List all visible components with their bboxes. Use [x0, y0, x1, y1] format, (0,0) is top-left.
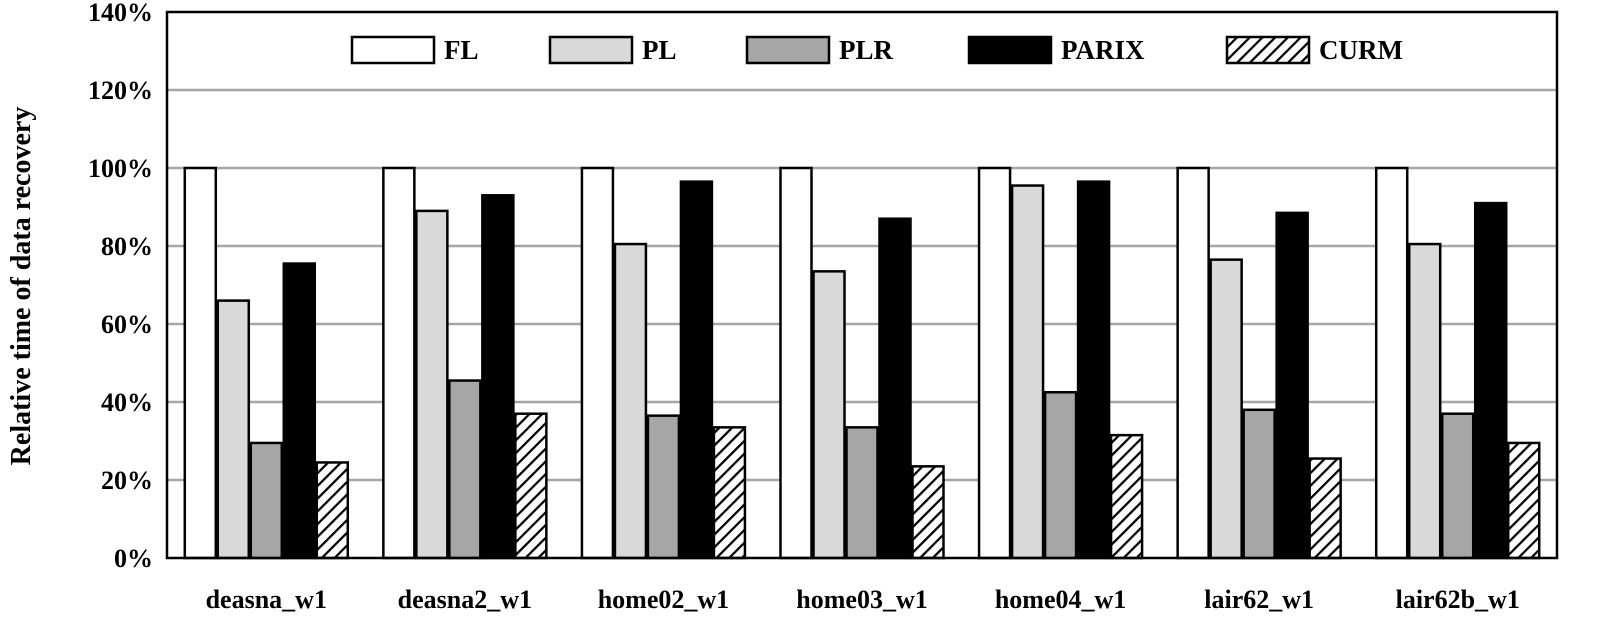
bar-curm-lair62-w1	[1308, 457, 1342, 560]
bar-parix-home03-w1	[878, 217, 912, 560]
bar-parix-lair62-w1	[1275, 211, 1309, 560]
bar-fl-lair62b-w1	[1374, 166, 1409, 560]
legend-swatch-parix	[967, 35, 1053, 65]
bar-fl-deasna2-w1	[382, 166, 416, 560]
gridlines	[167, 88, 1557, 482]
bar-plr-home04-w1	[1043, 391, 1078, 560]
y-tick-label: 80%	[101, 232, 153, 261]
y-tick-label: 20%	[101, 466, 153, 495]
bar-pl-lair62-w1	[1209, 258, 1243, 560]
bar-parix-home02-w1	[679, 180, 714, 560]
bar-plr-home03-w1	[845, 426, 879, 560]
x-tick-label: home04_w1	[995, 585, 1126, 614]
bar-curm-lair62b-w1	[1506, 441, 1541, 560]
bar-parix-deasna-w1	[282, 262, 317, 560]
bar-parix-deasna2-w1	[481, 194, 515, 560]
bar-curm-home04-w1	[1109, 433, 1144, 560]
bar-pl-lair62b-w1	[1407, 242, 1442, 560]
legend: FL PL PLR PARIX CURM	[350, 35, 1403, 65]
bar-parix-lair62b-w1	[1473, 201, 1508, 560]
bar-fl-lair62-w1	[1176, 166, 1210, 560]
bar-fl-home02-w1	[580, 166, 615, 560]
x-tick-label: home03_w1	[796, 585, 927, 614]
legend-swatch-pl	[548, 35, 634, 65]
bar-pl-deasna-w1	[216, 299, 251, 560]
x-tick-label: deasna2_w1	[398, 585, 532, 614]
bars	[183, 166, 1541, 560]
bar-curm-deasna2-w1	[514, 412, 548, 560]
bar-plr-lair62-w1	[1242, 408, 1276, 560]
x-tick-label: lair62_w1	[1204, 585, 1314, 614]
bar-curm-home03-w1	[911, 465, 945, 560]
y-tick-label: 0%	[114, 544, 153, 573]
bar-plr-deasna-w1	[249, 441, 284, 560]
y-tick-label: 60%	[101, 310, 153, 339]
legend-label-plr: PLR	[839, 35, 894, 65]
bar-pl-home04-w1	[1010, 184, 1045, 560]
bar-pl-home02-w1	[613, 242, 648, 560]
bar-pl-home03-w1	[812, 270, 846, 560]
y-tick-label: 100%	[88, 154, 153, 183]
legend-label-curm: CURM	[1319, 35, 1403, 65]
legend-label-parix: PARIX	[1061, 35, 1145, 65]
y-axis-title: Relative time of data recovery	[6, 107, 37, 466]
legend-swatch-plr	[745, 35, 831, 65]
bar-plr-deasna2-w1	[448, 379, 482, 560]
axes: 0% 20% 40% 60% 80% 100% 120% 140% deasna_w1 deasn…	[88, 0, 1559, 614]
y-tick-label: 140%	[88, 0, 153, 27]
legend-label-pl: PL	[642, 35, 677, 65]
bar-fl-deasna-w1	[183, 166, 218, 560]
y-tick-label: 120%	[88, 76, 153, 105]
bar-plr-lair62b-w1	[1440, 412, 1475, 560]
legend-swatch-fl	[350, 35, 436, 65]
bar-parix-home04-w1	[1076, 180, 1111, 560]
legend-swatch-curm	[1225, 35, 1311, 65]
x-tick-label: lair62b_w1	[1396, 585, 1520, 614]
bar-pl-deasna2-w1	[415, 209, 449, 560]
plot-frame	[165, 10, 1559, 560]
legend-label-fl: FL	[444, 35, 479, 65]
bar-fl-home03-w1	[779, 166, 813, 560]
x-tick-label: home02_w1	[598, 585, 729, 614]
bar-fl-home04-w1	[977, 166, 1012, 560]
bar-curm-deasna-w1	[315, 461, 350, 560]
x-tick-label: deasna_w1	[206, 585, 327, 614]
y-tick-label: 40%	[101, 388, 153, 417]
bar-plr-home02-w1	[646, 414, 681, 560]
bar-curm-home02-w1	[712, 426, 747, 560]
